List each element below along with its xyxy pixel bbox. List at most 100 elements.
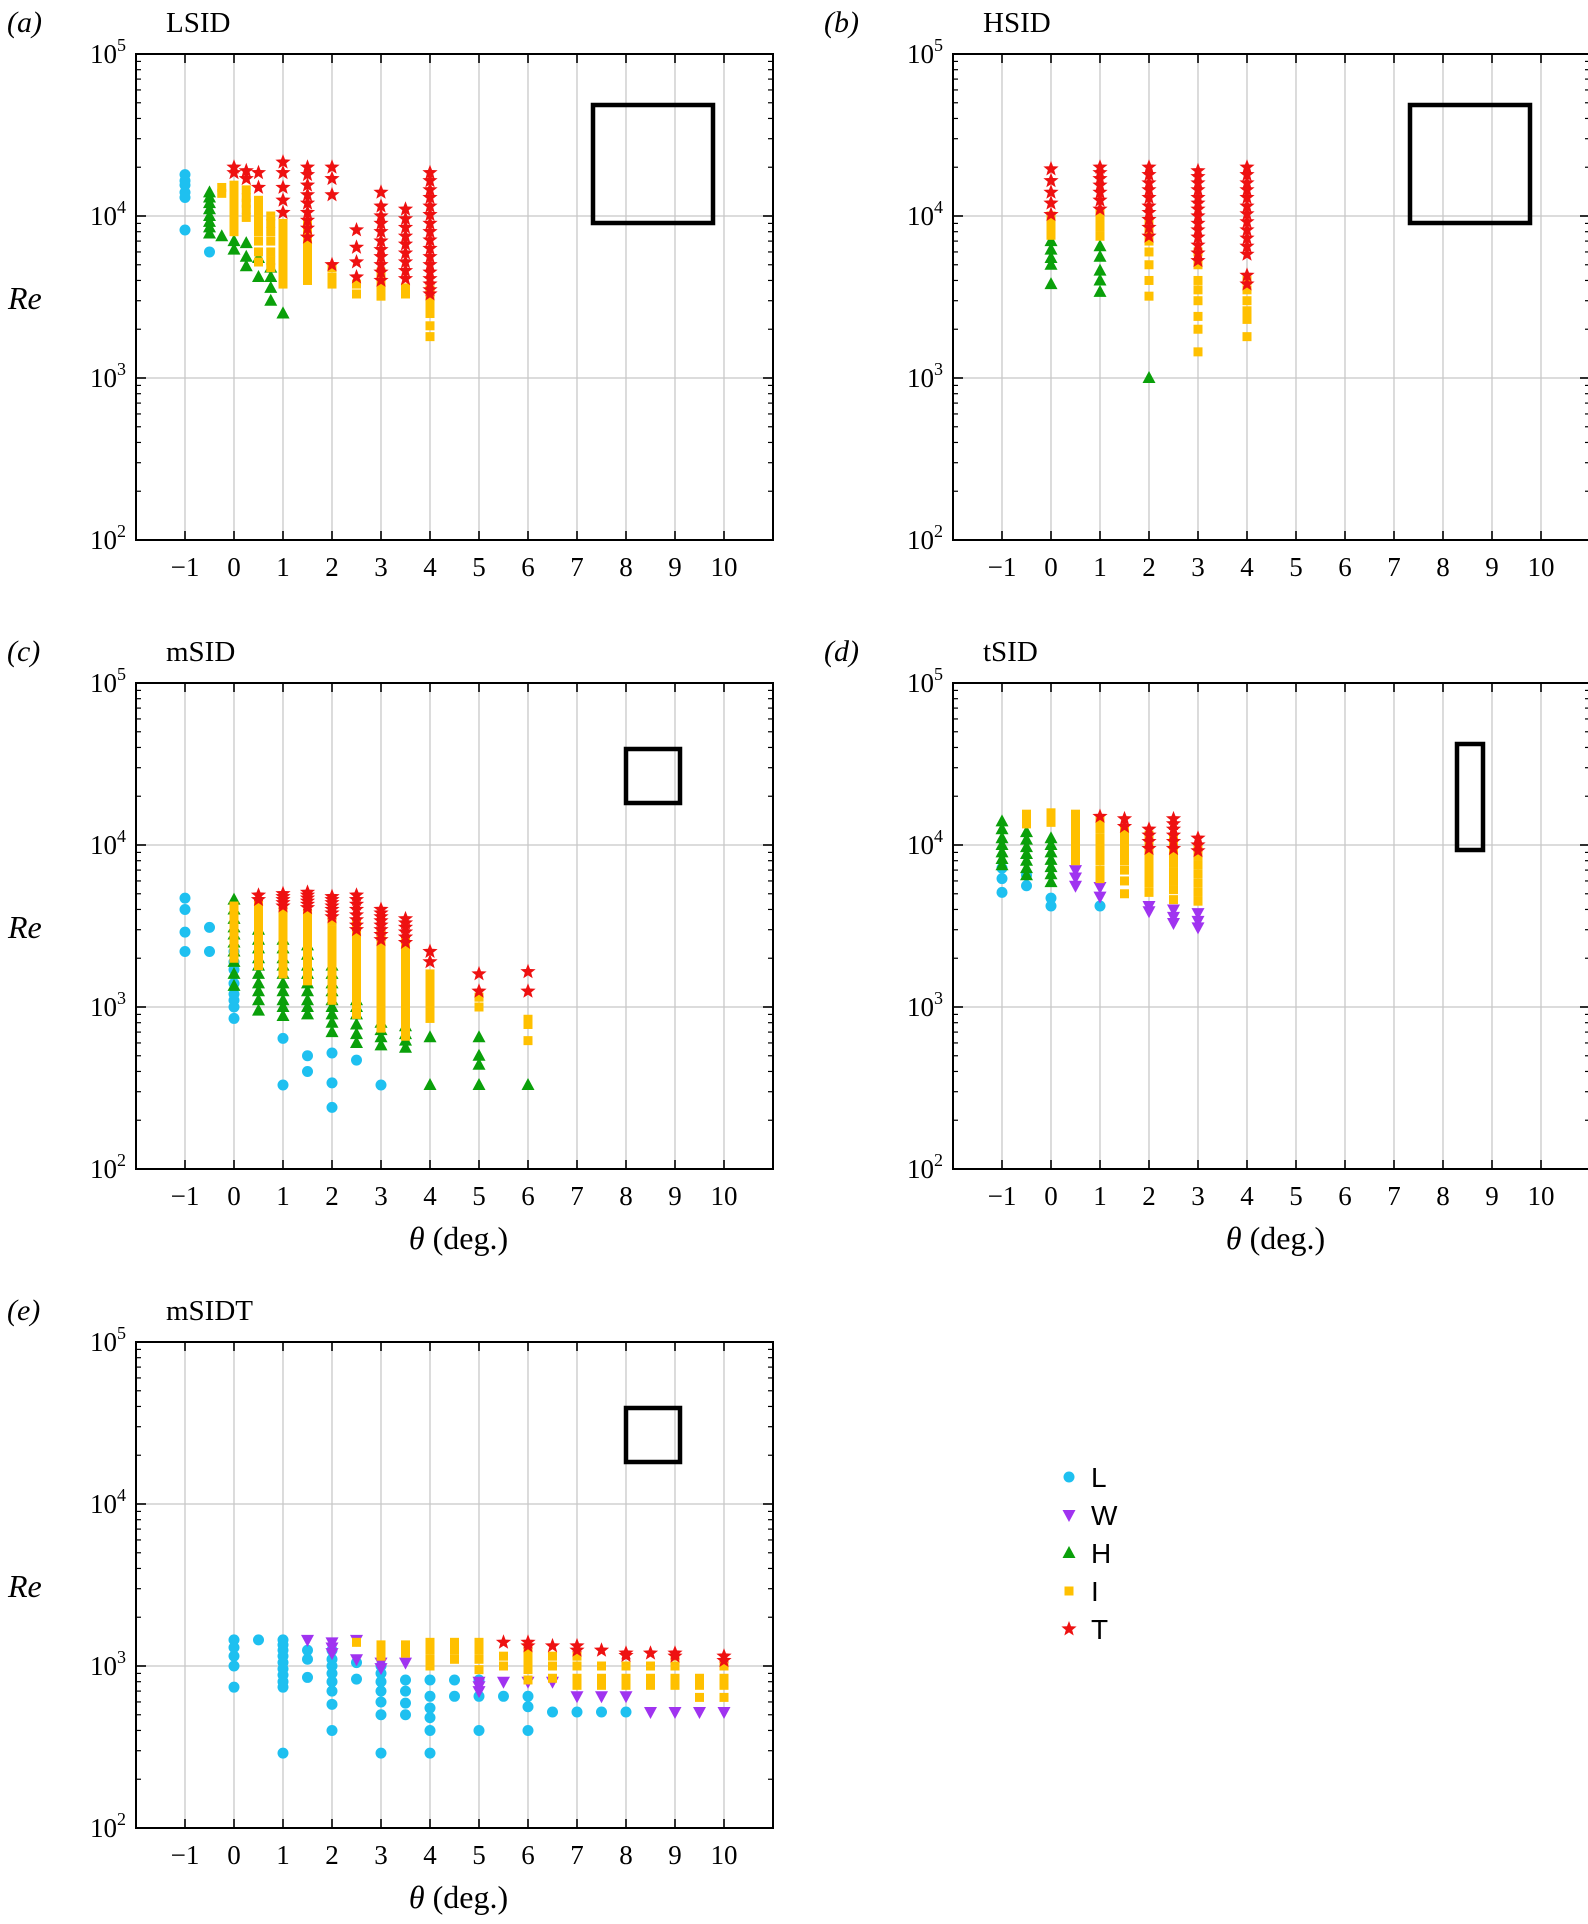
x-tick-label: −1	[171, 552, 200, 582]
data-point-w	[325, 1648, 339, 1661]
data-point-h	[1044, 860, 1058, 873]
data-point-i	[1046, 808, 1056, 818]
data-point-i	[1095, 215, 1105, 225]
data-point-t	[1141, 189, 1157, 204]
data-point-i	[425, 321, 435, 331]
x-tick-label: 4	[423, 552, 437, 582]
data-point-h	[995, 814, 1009, 827]
data-point-t	[299, 177, 316, 192]
panel-title: mSIDT	[166, 1295, 253, 1327]
legend-label-i: I	[1091, 1576, 1099, 1607]
x-tick-label: 10	[711, 1840, 738, 1870]
data-point-i	[376, 1640, 386, 1650]
data-point-t	[299, 186, 316, 202]
plot-frame	[135, 53, 774, 541]
legend-label-l: L	[1091, 1462, 1107, 1493]
x-tick-label: 9	[668, 552, 682, 582]
data-point-t	[250, 179, 267, 194]
data-point-i	[1095, 874, 1105, 884]
x-tick-label: 8	[1436, 552, 1450, 582]
data-point-t	[275, 154, 291, 169]
data-point-t	[1116, 818, 1133, 833]
data-point-i	[1193, 896, 1203, 906]
x-tick-label: 1	[1093, 552, 1107, 582]
data-point-t	[1141, 228, 1157, 243]
x-tick-label: 10	[1528, 1181, 1555, 1211]
data-point-l	[449, 1674, 460, 1686]
x-tick-label: 4	[1240, 552, 1254, 582]
data-point-i	[254, 935, 263, 945]
data-point-i	[229, 953, 239, 963]
data-point-i	[352, 943, 361, 953]
data-point-l	[228, 1012, 240, 1024]
data-point-t	[471, 983, 487, 998]
data-point-w	[1191, 915, 1205, 928]
data-point-h	[264, 270, 278, 283]
data-point-i	[670, 1680, 680, 1690]
data-point-t	[716, 1652, 732, 1668]
data-point-i	[254, 920, 263, 930]
x-tick-label: 5	[472, 552, 486, 582]
data-point-i	[1169, 858, 1178, 868]
data-point-h	[1020, 868, 1033, 881]
data-point-i	[1144, 870, 1154, 880]
x-tick-label: 4	[1240, 1181, 1254, 1211]
x-tick-label: 0	[227, 1181, 241, 1211]
data-point-i	[278, 969, 288, 979]
data-point-h	[1044, 277, 1058, 290]
data-point-h	[1044, 852, 1058, 865]
data-point-t	[1043, 195, 1059, 210]
data-point-i	[254, 211, 263, 221]
data-point-h	[252, 984, 265, 997]
data-point-t	[324, 256, 340, 272]
x-tick-label: −1	[171, 1840, 200, 1870]
data-point-l	[228, 1660, 240, 1672]
data-point-i	[278, 953, 288, 963]
data-point-i	[303, 922, 312, 932]
data-point-h	[995, 858, 1009, 871]
data-point-i	[1046, 812, 1056, 822]
panel-tsid: −1 0 1 2 3 4 5 6 7 8 9 10 102 103 104 105 (d) tSID θ (deg.…	[824, 635, 1588, 1256]
data-point-w	[644, 1707, 657, 1720]
data-point-l	[204, 946, 215, 958]
data-point-l	[375, 1709, 387, 1721]
y-tick-label: 104	[907, 826, 943, 860]
data-point-i	[401, 1002, 410, 1012]
data-point-t	[397, 201, 414, 216]
data-point-i	[425, 992, 435, 1002]
x-tick-label: 6	[521, 1181, 535, 1211]
data-point-w	[619, 1691, 633, 1704]
x-tick-label: 8	[619, 1840, 633, 1870]
data-point-i	[376, 1009, 386, 1019]
data-point-t	[520, 1637, 536, 1653]
data-point-i	[229, 208, 239, 218]
data-point-l	[1045, 900, 1057, 912]
data-point-i	[450, 1645, 459, 1655]
data-point-l	[375, 1079, 387, 1091]
data-point-t	[299, 159, 316, 174]
data-point-i	[1169, 885, 1178, 895]
data-point-l	[326, 1698, 338, 1710]
x-tick-label: 2	[1142, 552, 1156, 582]
data-point-t	[373, 215, 389, 230]
x-tick-label: 7	[1387, 1181, 1401, 1211]
data-point-h	[252, 993, 265, 1006]
data-point-i	[254, 953, 263, 963]
data-point-t	[299, 212, 316, 227]
data-point-i	[523, 1019, 533, 1029]
data-point-i	[1242, 314, 1252, 324]
data-point-t	[1190, 208, 1206, 223]
data-point-t	[275, 898, 291, 913]
data-point-i	[303, 916, 312, 926]
cross-section-inset	[1407, 102, 1533, 226]
data-point-i	[1022, 819, 1031, 829]
data-point-t	[1092, 808, 1108, 823]
data-point-h	[264, 280, 278, 293]
data-point-i	[352, 959, 361, 969]
data-point-l	[326, 1077, 338, 1089]
data-point-l	[424, 1712, 436, 1724]
data-point-h	[1020, 832, 1033, 845]
data-point-l	[449, 1690, 460, 1702]
data-point-i	[327, 940, 337, 950]
data-point-i	[376, 953, 386, 963]
